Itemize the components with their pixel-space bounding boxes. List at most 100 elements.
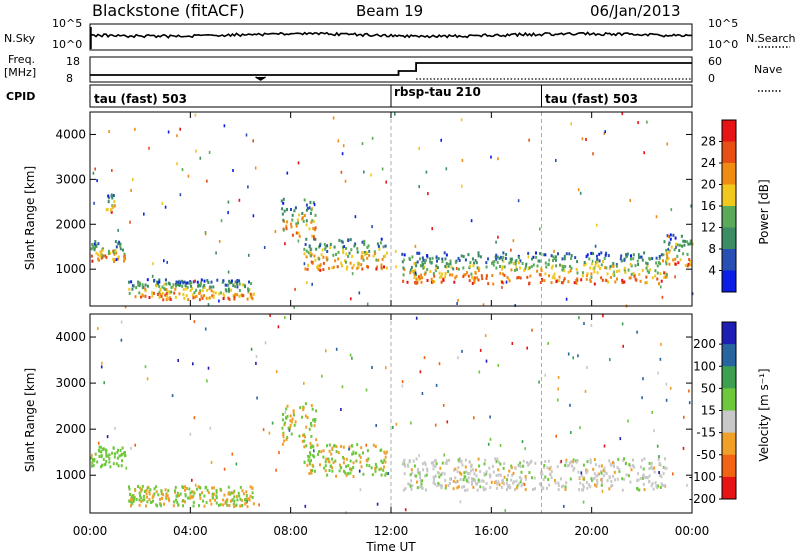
velocity-cell [385,450,388,454]
power-cell [455,274,458,278]
velocity-cell [298,434,301,438]
power-cell [457,267,460,271]
power-cell [433,280,436,284]
velocity-sparse-cell [313,449,315,453]
velocity-cell [121,446,124,450]
velocity-cell [285,438,288,441]
power-cell [539,252,542,256]
power-cell [609,275,612,279]
velocity-cell [421,487,424,490]
velocity-cell [244,502,247,506]
power-cell [380,267,383,271]
velocity-cell [310,434,313,438]
power-cell [429,260,432,264]
velocity-cell [282,418,284,422]
velocity-cell [580,474,583,477]
power-sparse-cell [245,133,248,137]
power-cell [361,240,364,244]
velocity-cell [345,457,348,461]
power-cell [544,253,547,257]
power-sparse-cell [510,248,512,252]
velocity-sparse-cell [560,459,562,463]
velocity-cell [239,504,242,508]
velocity-sparse-cell [583,322,585,325]
power-cell [532,255,535,259]
velocity-cell [140,496,143,500]
power-cell [413,272,416,276]
power-sparse-cell [427,192,429,196]
velocity-cell [453,468,456,472]
power-cell [158,284,161,288]
power-sparse-cell [199,156,202,160]
power-cell [527,267,530,271]
velocity-sparse-cell [419,370,422,374]
velocity-cell [338,469,341,473]
power-sparse-cell [660,285,662,289]
velocity-cell [496,482,499,486]
velocity-cell [610,480,613,484]
velocity-cell [108,460,111,464]
velocity-cell [505,481,508,485]
velocity-cell [616,477,619,481]
power-cell [651,276,654,280]
power-cell [321,248,324,252]
velocity-cell [324,469,327,473]
velocity-cell [512,471,515,475]
velocity-cell [495,460,498,464]
velocity-cell [335,450,338,454]
power-cell [464,258,467,262]
velocity-cell [518,476,521,479]
power-sparse-cell [252,139,254,143]
velocity-cell [503,482,505,486]
velocity-cell [463,485,466,488]
velocity-cell [209,499,212,502]
power-cell [593,282,596,286]
power-cell [414,268,417,272]
power-cell [238,282,241,286]
velocity-sparse-cell [258,503,260,507]
power-cell [593,270,596,274]
velocity-cell [102,447,105,451]
velocity-sparse-cell [563,504,565,508]
velocity-cell [96,460,99,464]
velocity-cell [315,438,318,442]
power-cell [426,254,429,257]
power-cell [168,297,171,301]
power-sparse-cell [674,275,676,279]
velocity-cell [302,433,305,437]
velocity-sparse-cell [269,314,271,317]
velocity-sparse-cell [404,508,407,512]
power-cell [156,280,159,284]
power-sparse-cell [238,198,241,202]
power-sparse-cell [670,208,673,212]
velocity-cell [121,459,123,463]
velocity-cell [352,475,355,478]
power-cell [691,242,694,246]
velocity-cell [444,486,447,490]
power-cell [297,221,299,225]
velocity-cell [184,500,186,504]
power-cell [363,243,366,247]
velocity-cell [483,472,486,476]
power-cell [450,265,453,269]
power-sparse-cell [495,240,497,244]
velocity-sparse-cell [351,356,353,360]
power-cell [182,287,185,291]
velocity-cell [303,433,306,437]
velocity-sparse-cell [446,420,449,424]
velocity-sparse-cell [97,441,100,445]
velocity-cell [309,441,312,445]
power-sparse-cell [579,191,582,195]
velocity-cell [286,414,289,418]
power-cell [605,251,608,255]
power-cell [345,267,348,271]
velocity-cell [456,479,459,483]
power-cell [195,288,198,292]
power-cell [669,233,672,237]
power-sparse-cell [247,185,249,189]
power-cell [445,253,448,257]
velocity-cell [596,480,599,484]
power-cell [100,250,103,254]
power-cell [186,281,189,285]
power-sparse-cell [252,214,255,218]
